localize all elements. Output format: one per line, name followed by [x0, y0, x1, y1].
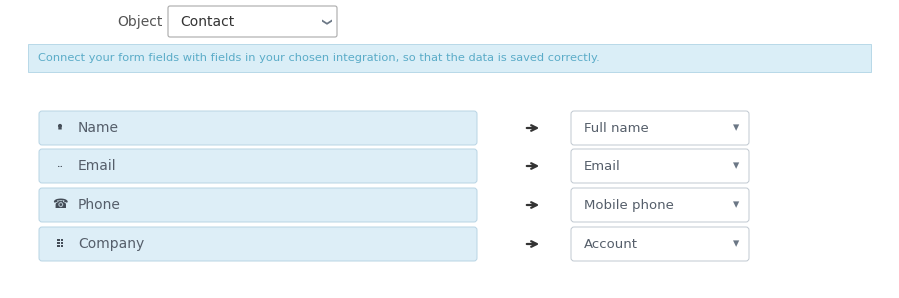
FancyBboxPatch shape [571, 227, 749, 261]
Bar [58, 245, 59, 247]
Bar [58, 242, 59, 244]
Circle shape [58, 125, 61, 127]
FancyBboxPatch shape [571, 188, 749, 222]
FancyBboxPatch shape [39, 227, 477, 261]
Text: Mobile phone: Mobile phone [584, 198, 674, 212]
FancyBboxPatch shape [571, 149, 749, 183]
FancyBboxPatch shape [28, 44, 871, 72]
Text: Name: Name [78, 121, 119, 135]
Text: ❯: ❯ [320, 18, 330, 26]
Text: Object: Object [118, 15, 163, 29]
FancyBboxPatch shape [168, 6, 337, 37]
Text: Company: Company [78, 237, 144, 251]
Bar [58, 239, 59, 241]
Text: Email: Email [78, 159, 117, 173]
Text: Contact: Contact [180, 15, 235, 29]
FancyBboxPatch shape [58, 127, 62, 130]
Text: Full name: Full name [584, 122, 649, 134]
FancyBboxPatch shape [39, 111, 477, 145]
Text: ▾: ▾ [733, 159, 739, 173]
Bar [60, 239, 63, 241]
Text: ▾: ▾ [733, 198, 739, 212]
Text: ▾: ▾ [733, 122, 739, 134]
Text: Phone: Phone [78, 198, 120, 212]
FancyBboxPatch shape [39, 149, 477, 183]
Text: Account: Account [584, 238, 638, 251]
Text: Connect your form fields with fields in your chosen integration, so that the dat: Connect your form fields with fields in … [38, 53, 600, 63]
Text: ☎: ☎ [52, 198, 67, 212]
Text: Email: Email [584, 159, 620, 173]
Bar [60, 242, 63, 244]
FancyBboxPatch shape [39, 188, 477, 222]
FancyBboxPatch shape [571, 111, 749, 145]
Bar [60, 245, 63, 247]
FancyBboxPatch shape [58, 164, 62, 167]
Text: ▾: ▾ [733, 238, 739, 251]
